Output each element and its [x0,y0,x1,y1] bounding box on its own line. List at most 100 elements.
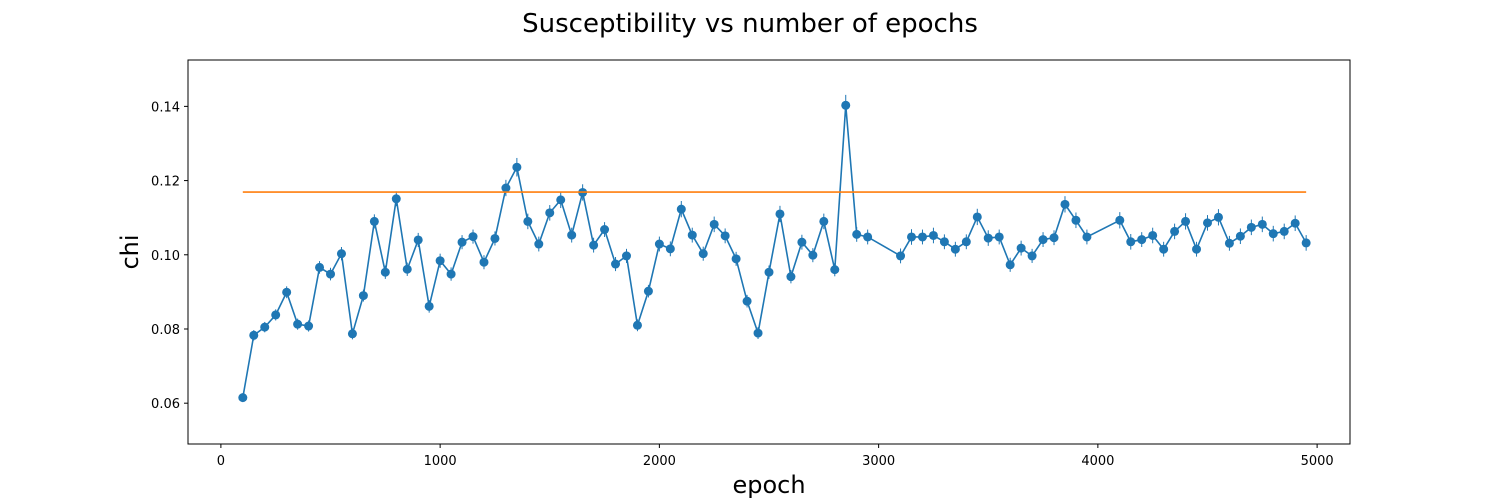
data-point [611,259,621,269]
data-point [676,204,686,214]
data-point [1301,238,1311,248]
y-tick-label: 0.08 [151,323,180,338]
data-point [698,249,708,259]
x-tick-label: 4000 [1081,454,1114,469]
data-point [764,267,774,277]
data-point [939,237,949,247]
data-point [1268,229,1278,239]
data-point [687,230,697,240]
data-point [1235,231,1245,241]
y-tick-label: 0.10 [151,249,180,264]
data-point [304,321,314,331]
data-point [567,230,577,240]
data-point [1071,215,1081,225]
data-point [347,329,357,339]
data-point [841,100,851,110]
data-point [490,233,500,243]
data-point [994,232,1004,242]
data-point [928,230,938,240]
data-point [983,233,993,243]
data-point [1202,218,1212,228]
data-point [819,216,829,226]
data-point [468,232,478,242]
data-point [326,269,336,279]
data-point [1290,218,1300,228]
data-point [600,225,610,235]
data-point [797,237,807,247]
data-point [753,328,763,338]
plot-area [238,94,1311,403]
data-point [1246,222,1256,232]
x-tick-label: 1000 [424,454,457,469]
data-point [1038,235,1048,245]
chart-title: Susceptibility vs number of epochs [522,9,978,39]
data-point [1159,244,1169,254]
data-point [863,232,873,242]
data-point [654,239,664,249]
data-point [457,237,467,247]
data-point [589,240,599,250]
plot-frame [187,59,1351,445]
data-point [523,216,533,226]
series-line-chi [242,105,1307,398]
data-point [1027,251,1037,261]
data-point [1148,230,1158,240]
x-tick-label: 2000 [643,454,676,469]
data-point [1049,233,1059,243]
data-point [972,212,982,222]
data-point [1016,243,1026,253]
data-point [501,183,511,193]
data-point [435,256,445,266]
data-point [1279,226,1289,236]
data-point [260,322,270,332]
data-point [1257,219,1267,229]
data-point [479,257,489,267]
data-point [786,272,796,282]
data-point [424,301,434,311]
x-axis-label: epoch [732,471,805,499]
y-axis-label: chi [116,234,144,269]
data-point [1005,260,1015,270]
data-point [512,162,522,172]
data-point [1126,237,1136,247]
data-point [950,244,960,254]
data-point [830,265,840,275]
data-point [402,264,412,274]
data-point [852,229,862,239]
data-point [621,251,631,261]
data-point [775,209,785,219]
data-point [961,237,971,247]
data-point [731,254,741,264]
data-point [545,208,555,218]
data-point [369,216,379,226]
data-point [1115,215,1125,225]
data-point [1181,216,1191,226]
data-point [358,291,368,301]
data-point [315,262,325,272]
data-point [556,195,566,205]
data-point [808,250,818,260]
data-point [271,310,281,320]
data-point [446,269,456,279]
data-point [293,319,303,329]
data-point [391,194,401,204]
data-point [380,267,390,277]
data-point [534,239,544,249]
data-point [1213,212,1223,222]
y-tick-label: 0.06 [151,397,180,412]
data-point [709,219,719,229]
x-tick-label: 0 [217,454,225,469]
data-point [1082,232,1092,242]
data-point [1170,226,1180,236]
data-point [1192,244,1202,254]
data-point [1060,199,1070,209]
data-point [632,320,642,330]
data-point [282,287,292,297]
x-tick-label: 5000 [1301,454,1334,469]
data-point [238,393,248,403]
data-point [643,286,653,296]
y-tick-label: 0.14 [151,100,180,115]
x-tick-label: 3000 [862,454,895,469]
data-point [907,232,917,242]
